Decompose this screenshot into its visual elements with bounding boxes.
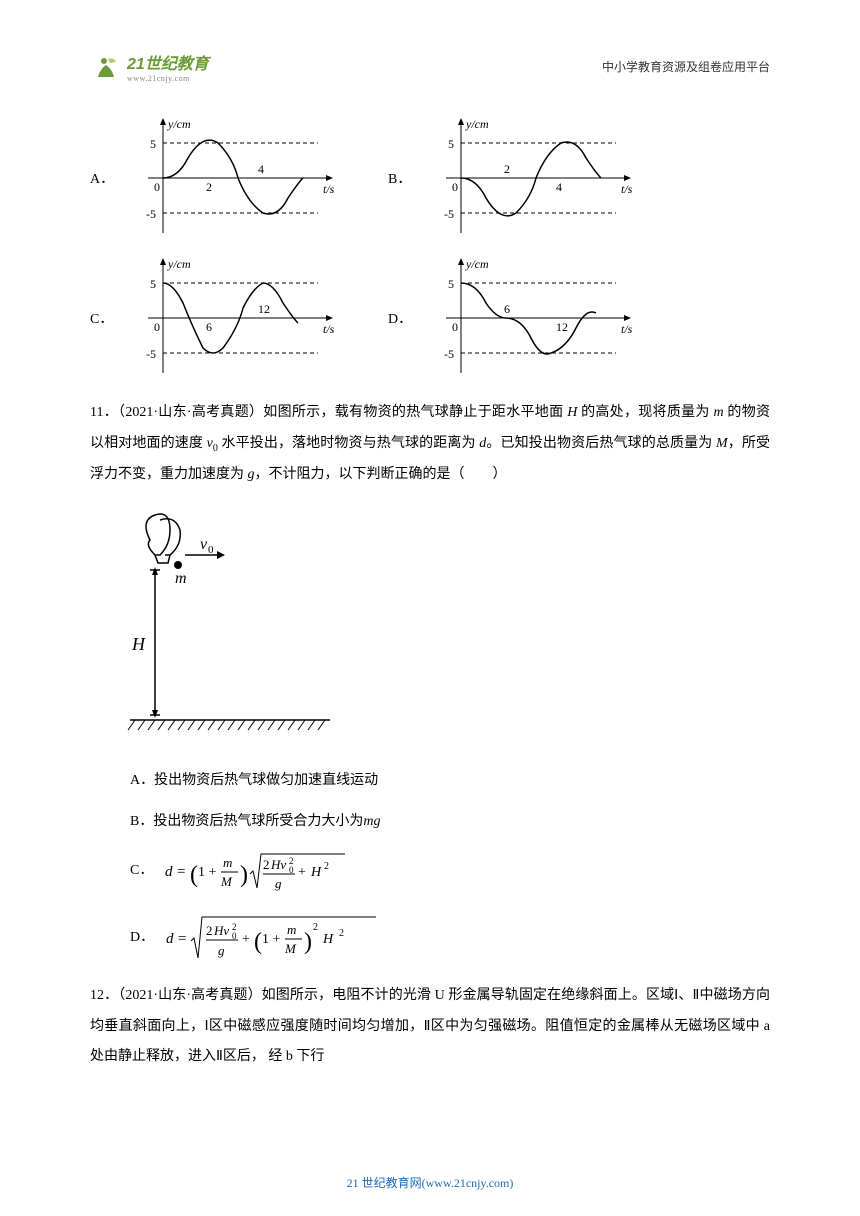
svg-text:=: =: [178, 931, 186, 947]
svg-text:H: H: [322, 932, 334, 947]
svg-text:y/cm: y/cm: [167, 257, 191, 271]
q11-text: 11．（2021·山东·高考真题）如图所示，载有物资的热气球静止于距水平地面: [90, 405, 567, 420]
header-tagline: 中小学教育资源及组卷应用平台: [602, 58, 770, 75]
svg-text:0: 0: [452, 320, 458, 334]
chart-b: y/cm t/s 5 -5 0 2 4: [426, 113, 646, 243]
svg-text:4: 4: [556, 180, 562, 194]
svg-text:0: 0: [208, 544, 214, 556]
q11-text4: 水平投出，落地时物资与热气球的距离为: [218, 436, 479, 451]
chart-label-a: A．: [90, 168, 120, 188]
svg-text:+: +: [242, 932, 250, 947]
svg-text:-5: -5: [444, 207, 454, 221]
svg-text:6: 6: [504, 302, 510, 316]
svg-text:2: 2: [313, 922, 318, 933]
q11-var-h: H: [567, 405, 577, 420]
balloon-diagram: v 0 m H: [120, 505, 340, 745]
svg-text:6: 6: [206, 320, 212, 334]
svg-text:t/s: t/s: [621, 182, 633, 196]
svg-text:-5: -5: [444, 347, 454, 361]
svg-text:y/cm: y/cm: [465, 257, 489, 271]
svg-text:5: 5: [448, 277, 454, 291]
svg-text:m: m: [287, 922, 296, 937]
chart-c: y/cm t/s 5 -5 0 6 12: [128, 253, 348, 383]
option-d-label: D．: [130, 922, 154, 954]
svg-text:t/s: t/s: [323, 322, 335, 336]
svg-text:2: 2: [206, 180, 212, 194]
chart-label-b: B．: [388, 168, 418, 188]
option-b: B．投出物资后热气球所受合力大小为mg: [130, 806, 770, 838]
svg-text:m: m: [223, 855, 232, 870]
svg-text:d: d: [166, 931, 174, 947]
svg-text:2: 2: [263, 857, 270, 872]
logo-icon: [90, 51, 122, 83]
q11-text2: 的高处，现将质量为: [577, 405, 713, 420]
q11-var-g: g: [248, 467, 255, 482]
svg-text:v: v: [200, 536, 208, 553]
svg-text:2: 2: [206, 923, 213, 938]
svg-text:2: 2: [339, 928, 344, 939]
q11-text5: 。已知投出物资后热气球的总质量为: [486, 436, 716, 451]
svg-text:t/s: t/s: [323, 182, 335, 196]
svg-text:-5: -5: [146, 347, 156, 361]
svg-text:5: 5: [150, 277, 156, 291]
formula-d: d = 2Hv 20 g + ( 1 + m M ) 2 H 2: [166, 911, 386, 966]
svg-text:4: 4: [258, 162, 264, 176]
svg-text:t/s: t/s: [621, 322, 633, 336]
svg-text:1 +: 1 +: [198, 865, 217, 880]
page-header: 21世纪教育 www.21cnjy.com 中小学教育资源及组卷应用平台: [90, 50, 770, 83]
chart-label-d: D．: [388, 308, 418, 328]
chart-a: y/cm t/s 5 -5 0 2 4: [128, 113, 348, 243]
svg-text:12: 12: [556, 320, 568, 334]
svg-text:+: +: [298, 865, 306, 880]
q11-options: A．投出物资后热气球做匀加速直线运动 B．投出物资后热气球所受合力大小为mg C…: [130, 765, 770, 965]
svg-text:-5: -5: [146, 207, 156, 221]
chart-label-c: C．: [90, 308, 120, 328]
svg-text:H: H: [131, 634, 146, 654]
svg-text:=: =: [177, 864, 185, 880]
svg-text:5: 5: [448, 137, 454, 151]
logo-url: www.21cnjy.com: [127, 74, 209, 83]
svg-text:(: (: [254, 929, 262, 955]
svg-text:M: M: [220, 874, 233, 889]
svg-text:): ): [304, 929, 312, 955]
q11-var-M: M: [716, 436, 728, 451]
logo-text: 21世纪教育: [127, 50, 209, 74]
question-12: 12．（2021·山东·高考真题）如图所示，电阻不计的光滑 U 形金属导轨固定在…: [90, 981, 770, 1073]
svg-text:2: 2: [504, 162, 510, 176]
svg-text:H: H: [310, 865, 322, 880]
svg-text:12: 12: [258, 302, 270, 316]
svg-text:y/cm: y/cm: [167, 117, 191, 131]
svg-text:g: g: [218, 943, 225, 958]
q11-text7: ，不计阻力，以下判断正确的是（ ）: [255, 467, 507, 482]
svg-text:y/cm: y/cm: [465, 117, 489, 131]
option-a: A．投出物资后热气球做匀加速直线运动: [130, 765, 770, 797]
svg-text:1 +: 1 +: [262, 932, 281, 947]
svg-text:0: 0: [154, 180, 160, 194]
svg-text:0: 0: [154, 320, 160, 334]
chart-d: y/cm t/s 5 -5 0 6 12: [426, 253, 646, 383]
svg-text:d: d: [165, 864, 173, 880]
svg-text:(: (: [190, 862, 198, 888]
chart-row-2: C． y/cm t/s 5 -5 0 6 12 D． y/cm t/s 5: [90, 253, 770, 383]
formula-c: d = ( 1 + m M ) 2Hv 20 g + H 2: [165, 846, 365, 896]
svg-text:2: 2: [324, 861, 329, 872]
page-footer: 21 世纪教育网(www.21cnjy.com): [0, 1174, 860, 1191]
option-b-var: mg: [363, 814, 380, 829]
option-d: D． d = 2Hv 20 g + ( 1 + m M ) 2 H 2: [130, 911, 770, 966]
svg-text:M: M: [284, 941, 297, 956]
logo: 21世纪教育 www.21cnjy.com: [90, 50, 209, 83]
option-c: C． d = ( 1 + m M ) 2Hv 20 g + H 2: [130, 846, 770, 896]
chart-row-1: A． y/cm t/s 5 -5 0 2 4 B． y/cm t/s 5: [90, 113, 770, 243]
svg-text:5: 5: [150, 137, 156, 151]
svg-text:): ): [240, 862, 248, 888]
svg-text:Hv: Hv: [213, 923, 229, 938]
q11-var-m: m: [714, 405, 724, 420]
svg-text:g: g: [275, 876, 282, 891]
question-11: 11．（2021·山东·高考真题）如图所示，载有物资的热气球静止于距水平地面 H…: [90, 398, 770, 490]
svg-text:Hv: Hv: [270, 857, 286, 872]
svg-text:m: m: [175, 570, 187, 587]
svg-text:0: 0: [452, 180, 458, 194]
option-c-label: C．: [130, 855, 153, 887]
option-b-text: B．投出物资后热气球所受合力大小为: [130, 814, 363, 829]
